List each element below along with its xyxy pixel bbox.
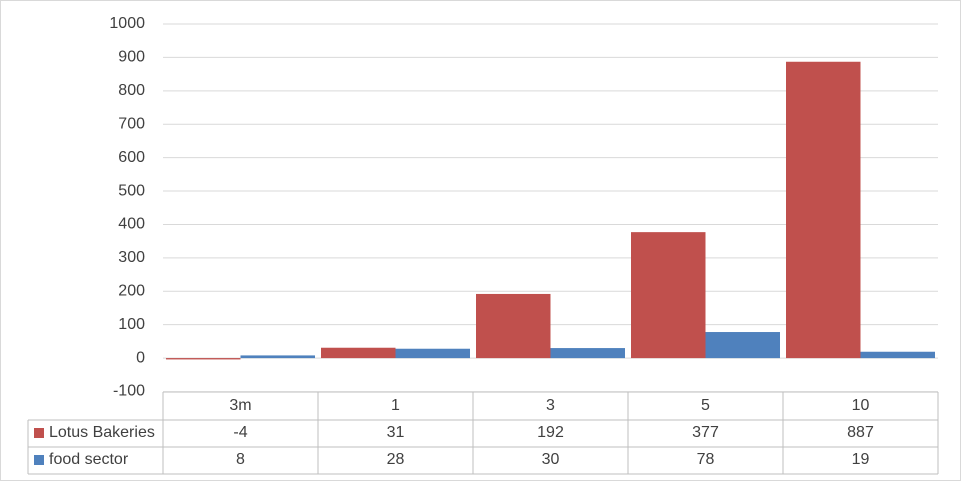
table-value: 887: [847, 424, 874, 441]
category-label: 1: [391, 397, 400, 414]
legend-swatch: [34, 428, 44, 438]
y-tick-label: 300: [118, 249, 145, 266]
y-tick-label: -100: [113, 383, 145, 400]
table-value: 31: [387, 424, 405, 441]
bar: [395, 348, 470, 359]
table-value: 78: [697, 451, 715, 468]
y-tick-label: 900: [118, 49, 145, 66]
y-tick-label: 0: [136, 349, 145, 366]
table-value: 192: [537, 424, 564, 441]
bar: [550, 348, 625, 359]
table-value: 28: [387, 451, 405, 468]
table-value: 30: [542, 451, 560, 468]
category-label: 3m: [229, 397, 251, 414]
y-tick-label: 400: [118, 216, 145, 233]
category-label: 3: [546, 397, 555, 414]
category-label: 5: [701, 397, 710, 414]
category-label: 10: [852, 397, 870, 414]
legend-label: food sector: [49, 451, 129, 468]
table-value: -4: [233, 424, 247, 441]
y-tick-label: 700: [118, 115, 145, 132]
bar: [705, 332, 780, 359]
bar: [860, 351, 935, 359]
y-tick-label: 800: [118, 82, 145, 99]
y-tick-label: 1000: [109, 15, 145, 32]
legend-label: Lotus Bakeries: [49, 424, 155, 441]
y-tick-label: 200: [118, 282, 145, 299]
legend-swatch: [34, 455, 44, 465]
bar: [321, 347, 396, 359]
y-tick-label: 100: [118, 316, 145, 333]
bar: [476, 293, 551, 359]
bar: [631, 232, 706, 359]
y-tick-label: 600: [118, 149, 145, 166]
bar: [240, 355, 315, 359]
table-value: 377: [692, 424, 719, 441]
table-value: 8: [236, 451, 245, 468]
bar: [786, 61, 861, 359]
y-tick-label: 500: [118, 182, 145, 199]
table-value: 19: [852, 451, 870, 468]
bar: [166, 358, 241, 360]
